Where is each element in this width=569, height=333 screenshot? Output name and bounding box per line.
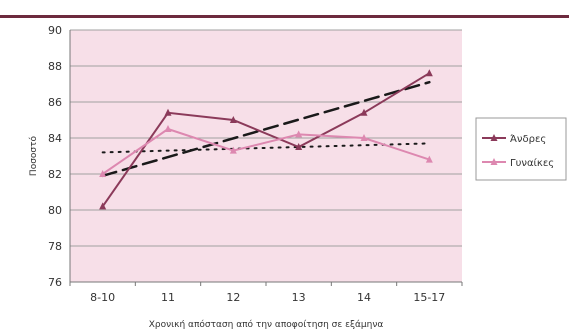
data-point: [425, 155, 433, 163]
data-point: [99, 202, 107, 210]
x-tick-label: 14: [357, 291, 371, 304]
y-tick-label: 86: [48, 96, 62, 109]
y-tick-label: 84: [48, 132, 62, 145]
y-tick-label: 80: [48, 204, 62, 217]
x-tick-label: 11: [161, 291, 175, 304]
x-tick-label: 8-10: [90, 291, 115, 304]
y-tick-label: 82: [48, 168, 62, 181]
data-point: [164, 125, 172, 132]
data-point: [99, 170, 107, 177]
legend-label: Άνδρες: [510, 133, 546, 145]
legend-marker: [490, 134, 498, 141]
trendline-dashed: [101, 80, 431, 178]
data-point: [425, 69, 433, 77]
x-axis-title: Χρονική απόσταση από την αποφοίτηση σε ε…: [149, 319, 384, 330]
data-point: [295, 130, 303, 138]
legend-box: [475, 117, 567, 181]
data-point: [360, 108, 368, 116]
legend-marker: [490, 158, 498, 165]
y-tick-label: 90: [48, 24, 62, 37]
data-point: [164, 108, 172, 116]
y-tick-label: 76: [48, 276, 62, 289]
x-tick-label: 15-17: [413, 291, 445, 304]
legend: Άνδρες Γυναίκες: [475, 117, 567, 181]
series-line-0: [101, 72, 430, 207]
data-point: [360, 134, 368, 141]
y-axis-title: Ποσοστό: [28, 135, 39, 176]
y-tick-label: 78: [48, 240, 62, 253]
x-tick-label: 12: [226, 291, 240, 304]
data-point: [295, 143, 303, 150]
x-tick-labels: 8-10 11 12 13 14 15-17: [69, 282, 463, 304]
legend-label: Γυναίκες: [510, 157, 554, 169]
series-line-1: [102, 127, 430, 175]
data-point: [229, 146, 237, 154]
trendlines: [101, 80, 431, 178]
y-tick-labels: 76 78 80 82 84 86 88 90: [48, 24, 62, 289]
top-accent-rule: [0, 15, 569, 18]
trendline-dotted: [101, 142, 431, 154]
y-tick-label: 88: [48, 60, 62, 73]
x-tick-label: 13: [292, 291, 306, 304]
data-point: [229, 116, 237, 123]
series-lines: [99, 69, 433, 210]
plot-area: [70, 30, 462, 282]
